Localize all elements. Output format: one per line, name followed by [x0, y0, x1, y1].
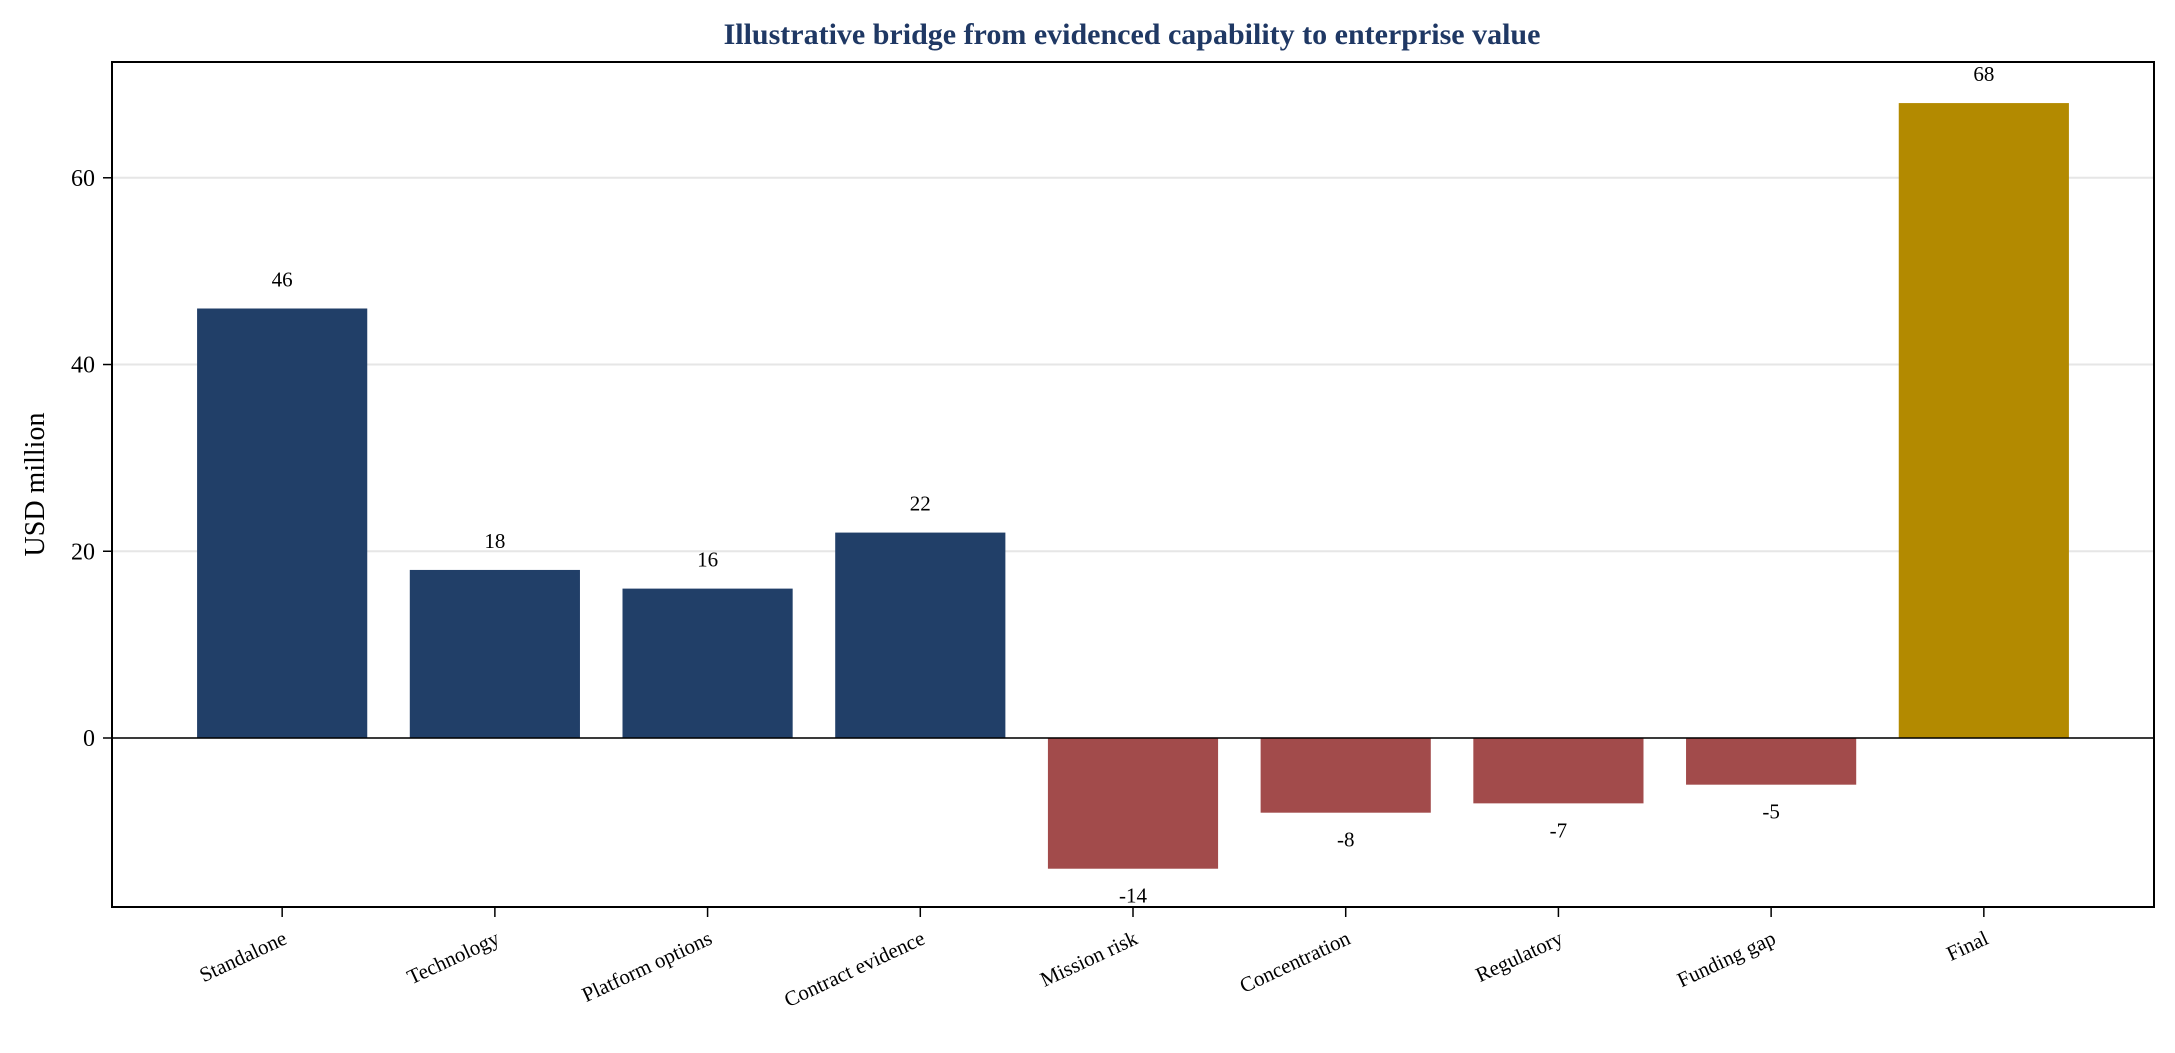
y-tick-label: 40 — [71, 353, 95, 379]
data-label: 68 — [1973, 62, 1994, 86]
bar — [1260, 738, 1431, 813]
x-tick-label: Contract evidence — [780, 926, 928, 1012]
data-label: 16 — [697, 548, 718, 572]
bar — [1686, 738, 1857, 785]
x-axis-ticks: Standalone Technology Platform options Cont… — [196, 907, 1992, 1012]
y-tick-label: 60 — [71, 166, 95, 192]
bar — [1898, 103, 2069, 738]
data-labels: 46 18 16 22 -14 -8 -7 -5 68 — [272, 62, 1995, 908]
x-tick-label: Platform options — [578, 926, 716, 1007]
data-label: -8 — [1337, 828, 1355, 852]
bar — [409, 569, 580, 738]
x-tick-label: Concentration — [1236, 926, 1354, 998]
plot-frame — [111, 61, 2155, 908]
bar — [197, 308, 368, 738]
x-tick-label: Funding gap — [1673, 926, 1779, 992]
x-tick-label: Final — [1943, 926, 1992, 966]
data-label: -5 — [1762, 800, 1780, 824]
y-tick-label: 0 — [83, 726, 95, 752]
data-label: 18 — [484, 529, 505, 553]
y-tick-label: 20 — [71, 539, 95, 565]
data-label: 46 — [272, 267, 293, 291]
y-axis-label: USD million — [20, 413, 51, 557]
bar — [622, 588, 793, 738]
x-tick-label: Mission risk — [1036, 926, 1141, 992]
bar — [1473, 738, 1644, 804]
y-axis-ticks: 0 20 40 60 — [71, 166, 112, 752]
data-label: 22 — [910, 492, 931, 516]
data-label: -7 — [1550, 818, 1568, 842]
bar — [1047, 738, 1219, 869]
chart-title: Illustrative bridge from evidenced capab… — [724, 18, 1541, 51]
bars — [197, 103, 2069, 869]
x-tick-label: Technology — [403, 926, 503, 990]
x-tick-label: Standalone — [196, 926, 291, 987]
bar — [835, 532, 1006, 738]
data-label: -14 — [1119, 884, 1147, 908]
x-tick-label: Regulatory — [1472, 926, 1567, 987]
